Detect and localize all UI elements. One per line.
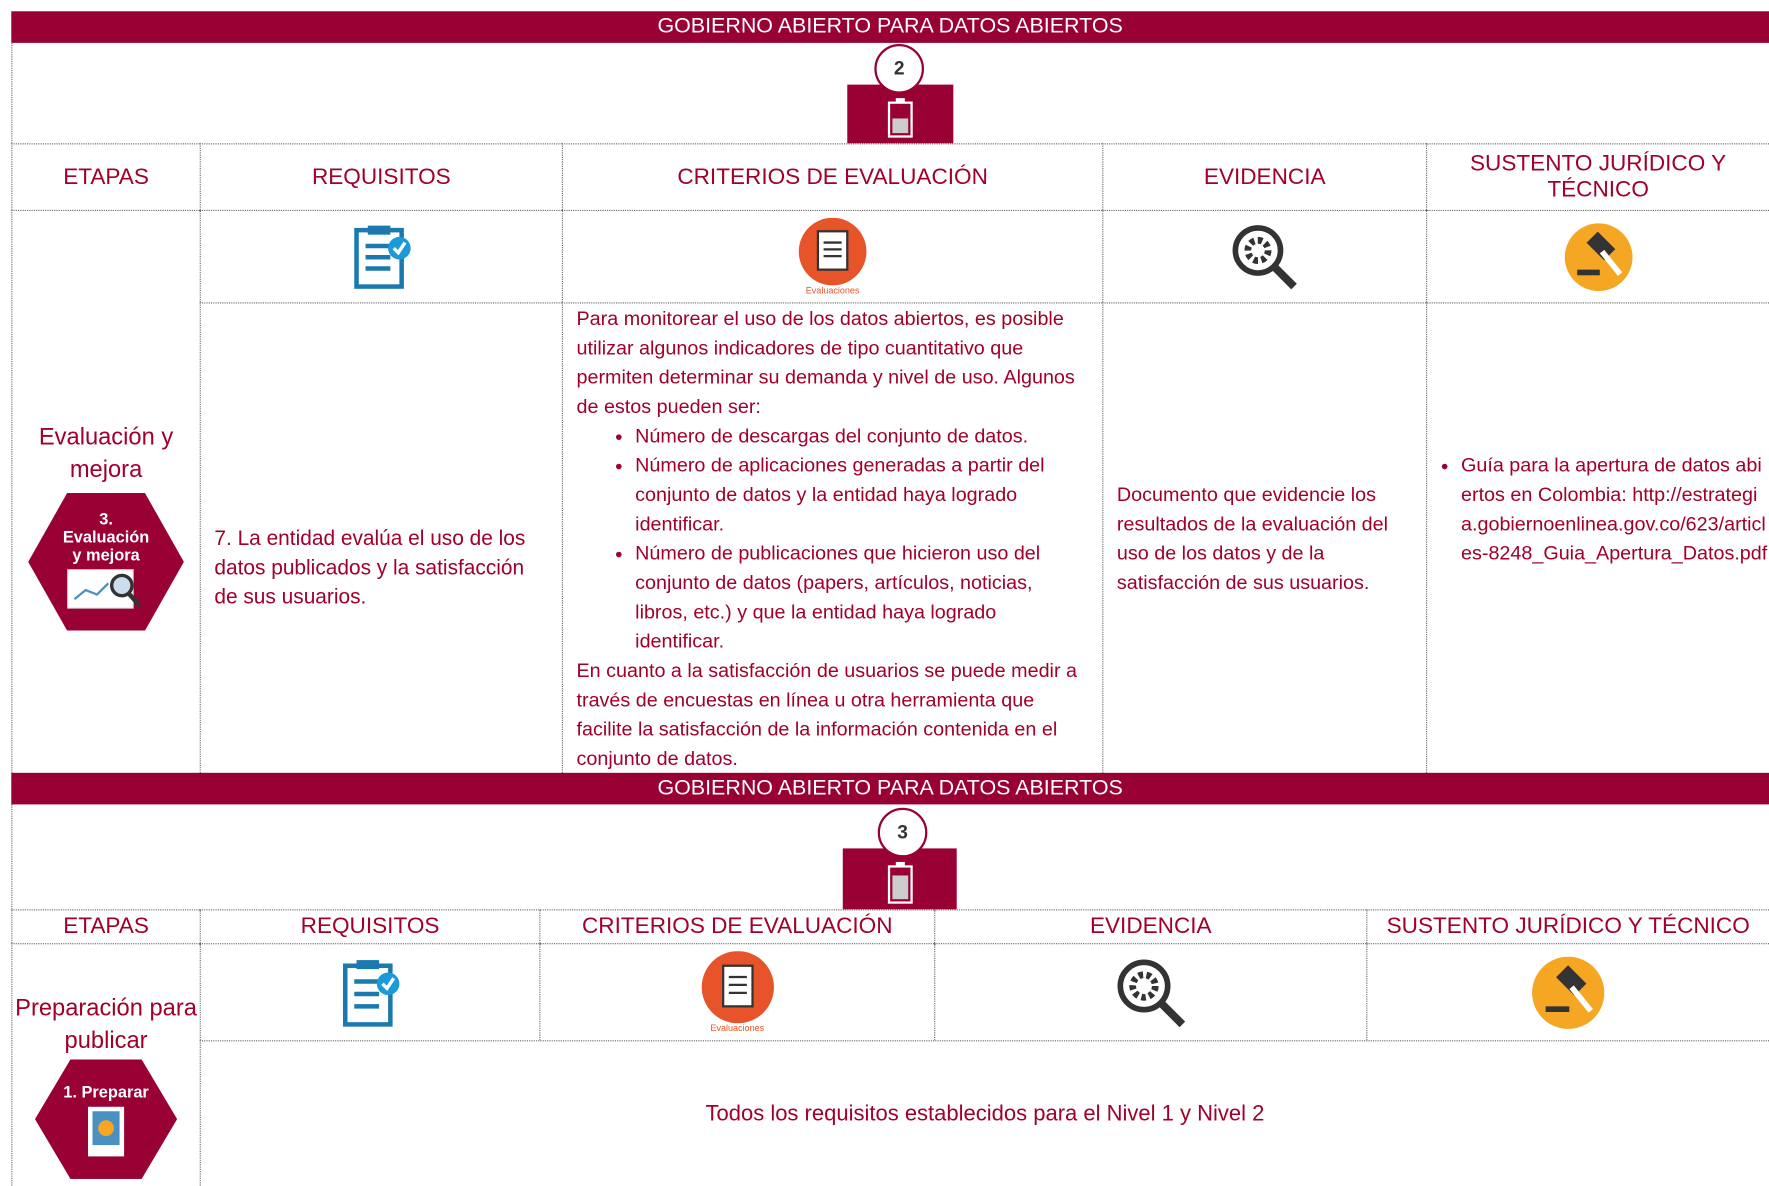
criteria-list: Número de descargas del conjunto de dato… <box>577 421 1089 656</box>
level-area <box>11 42 1769 144</box>
search-gear-icon <box>1117 958 1186 1027</box>
stage-badge: 1. Preparar <box>34 1059 178 1179</box>
level-number: 2 <box>874 43 924 94</box>
requirement-cell: 7. La entidad evalúa el uso de los datos… <box>199 302 562 773</box>
criteria-outro: En cuanto a la satisfacción de usuarios … <box>576 658 1077 770</box>
search-gear-icon <box>1232 224 1297 289</box>
column-header: SUSTENTO JURÍDICO Y TÉCNICO <box>1426 143 1769 210</box>
section-header: GOBIERNO ABIERTO PARA DATOS ABIERTOS <box>11 11 1769 43</box>
level-number: 3 <box>877 807 928 858</box>
column-header: ETAPAS <box>11 909 200 944</box>
stage-cell: Evaluación y mejora 3. Evaluación y mejo… <box>11 209 200 773</box>
requirements-cell: Todos los requisitos establecidos para e… <box>199 1040 1769 1186</box>
stage-label: Evaluación y mejora <box>38 424 174 483</box>
column-header: ETAPAS <box>11 143 200 210</box>
stage-badge: 3. Evaluación y mejora <box>28 493 184 631</box>
evidence-cell: Documento que evidencie los resultados d… <box>1102 302 1427 773</box>
criteria-intro: Para monitorear el uso de los datos abie… <box>576 306 1075 418</box>
stage-cell: Preparación para publicar 1. Preparar <box>11 943 200 1186</box>
criteria-item: Número de aplicaciones generadas a parti… <box>635 450 1089 538</box>
badge-icon <box>87 1106 125 1157</box>
icon-caption: Evaluaciones <box>805 285 860 296</box>
badge-icon <box>67 569 142 609</box>
level-box <box>847 84 954 144</box>
legal-item: Guía para la apertura de datos abiertos … <box>1461 450 1769 567</box>
criteria-item: Número de publicaciones que hicieron uso… <box>635 538 1089 655</box>
requirement: 7. La entidad evalúa el uso de los datos… <box>214 525 526 609</box>
badge-text: 1. Preparar <box>63 1084 149 1103</box>
column-header: REQUISITOS <box>199 909 540 944</box>
icon-cell: Evaluaciones <box>561 209 1103 303</box>
icon-cell <box>1366 943 1769 1041</box>
evaluation-icon <box>798 217 867 286</box>
evidence: Documento que evidencie los resultados d… <box>1116 482 1389 594</box>
icon-cell: Evaluaciones <box>539 943 935 1041</box>
legal-cell: Guía para la apertura de datos abiertos … <box>1426 302 1769 773</box>
evaluation-icon <box>701 951 774 1024</box>
battery-icon <box>887 861 913 904</box>
icon-cell <box>934 943 1367 1041</box>
level-area <box>11 804 1769 910</box>
icon-cell <box>1102 209 1427 303</box>
icon-cell <box>199 943 540 1041</box>
gavel-icon <box>1564 222 1632 291</box>
column-header: CRITERIOS DE EVALUACIÓN <box>539 909 935 944</box>
column-header: CRITERIOS DE EVALUACIÓN <box>561 143 1103 210</box>
legal-list: Guía para la apertura de datos abiertos … <box>1441 450 1769 567</box>
icon-cell <box>199 209 562 303</box>
requirements-text: Todos los requisitos establecidos para e… <box>705 1100 1265 1126</box>
checklist-icon <box>354 225 411 289</box>
badge-text: 3. Evaluación y mejora <box>62 511 150 566</box>
icon-caption: Evaluaciones <box>710 1023 765 1034</box>
level-box <box>842 848 957 910</box>
column-header: REQUISITOS <box>199 143 562 210</box>
criteria-cell: Para monitorear el uso de los datos abie… <box>561 302 1103 773</box>
battery-icon <box>887 98 913 138</box>
criteria-item: Número de descargas del conjunto de dato… <box>635 421 1089 450</box>
column-header: SUSTENTO JURÍDICO Y TÉCNICO <box>1366 909 1769 944</box>
section-header: GOBIERNO ABIERTO PARA DATOS ABIERTOS <box>11 772 1769 805</box>
stage-label: Preparación para publicar <box>15 995 197 1054</box>
icon-cell <box>1426 209 1769 303</box>
column-header: EVIDENCIA <box>934 909 1367 944</box>
column-header: EVIDENCIA <box>1102 143 1427 210</box>
gavel-icon <box>1532 956 1605 1029</box>
checklist-icon <box>342 959 400 1027</box>
